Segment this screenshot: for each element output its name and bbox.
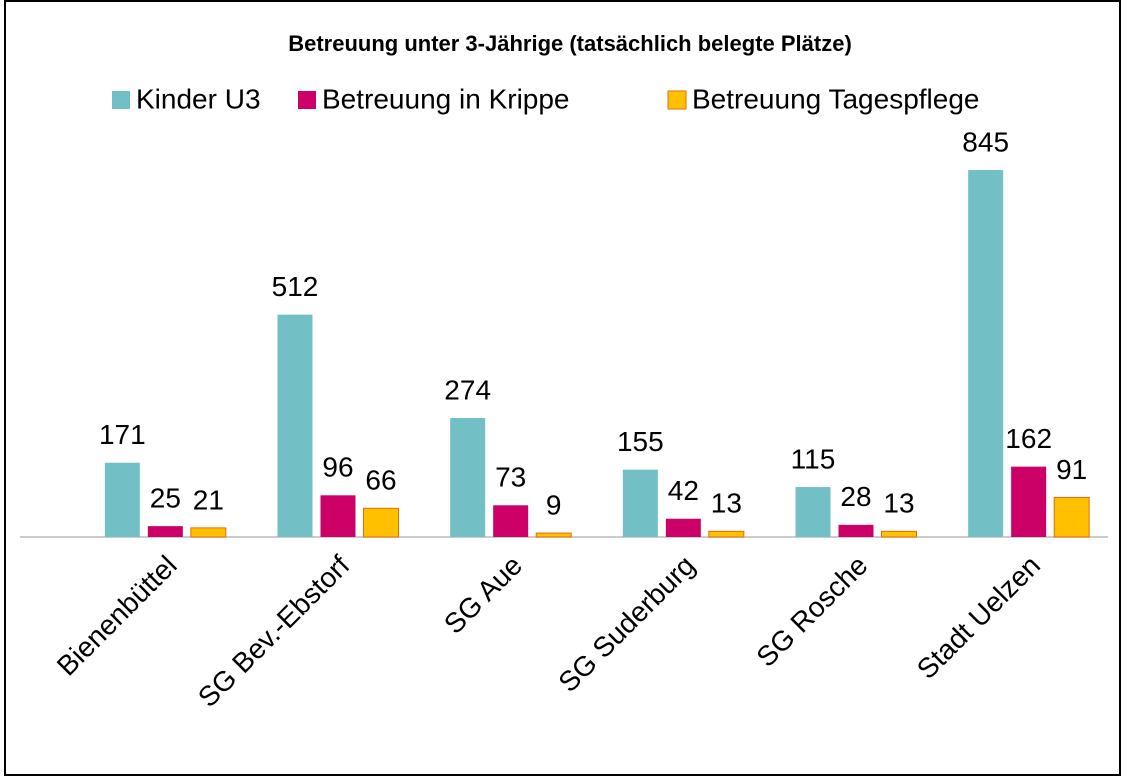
data-label: 73 [495, 462, 526, 493]
legend-swatch [112, 91, 130, 109]
data-label: 96 [322, 452, 353, 483]
data-label: 845 [962, 126, 1009, 157]
bar [622, 469, 658, 537]
chart-title: Betreuung unter 3-Jährige (tatsächlich b… [288, 31, 852, 56]
data-label: 171 [99, 419, 146, 450]
legend-label: Betreuung Tagespflege [692, 83, 980, 114]
data-label: 512 [272, 271, 319, 302]
chart-frame [4, 0, 1121, 776]
bar [493, 505, 529, 537]
bar [665, 518, 701, 537]
bar [147, 526, 183, 537]
data-label: 28 [840, 481, 871, 512]
data-label: 91 [1056, 454, 1087, 485]
bar [104, 462, 140, 537]
bar [1011, 466, 1047, 537]
data-label: 21 [193, 484, 224, 515]
legend-label: Betreuung in Krippe [322, 83, 570, 114]
bar [838, 524, 874, 537]
data-label: 9 [546, 489, 562, 520]
data-label: 13 [883, 488, 914, 519]
legend-swatch [667, 90, 687, 110]
bar [535, 532, 572, 538]
data-label: 25 [150, 483, 181, 514]
bar [320, 495, 356, 537]
bar [968, 170, 1004, 537]
legend-label: Kinder U3 [136, 83, 261, 114]
data-label: 162 [1005, 423, 1052, 454]
bar [708, 530, 745, 538]
data-label: 115 [791, 443, 836, 474]
bar [190, 527, 227, 538]
bar [795, 487, 831, 537]
data-label: 13 [711, 488, 742, 519]
data-label: 42 [668, 475, 699, 506]
bar [1053, 496, 1090, 538]
data-label: 274 [444, 374, 491, 405]
bar [881, 530, 917, 538]
bar [363, 507, 399, 538]
bar [277, 314, 313, 537]
bar [450, 417, 486, 537]
legend-swatch [298, 91, 316, 109]
data-label: 155 [617, 426, 664, 457]
data-label: 66 [365, 465, 396, 496]
